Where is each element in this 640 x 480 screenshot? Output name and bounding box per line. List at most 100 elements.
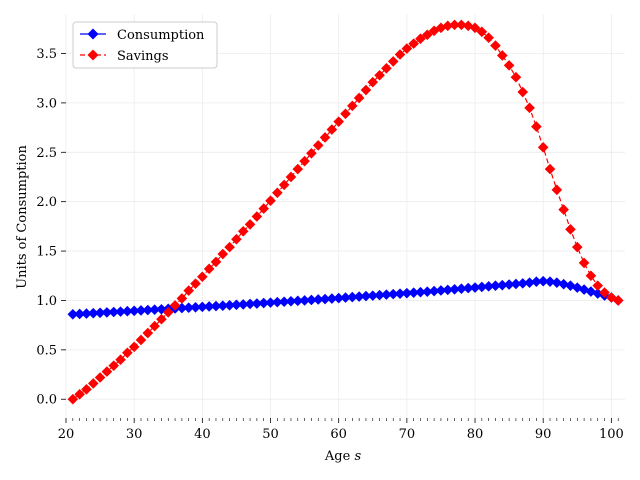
consumption-point — [115, 306, 126, 317]
savings-point — [299, 155, 310, 167]
consumption-point — [183, 302, 195, 313]
savings-point — [394, 49, 406, 60]
y-tick-label: 0.5 — [36, 343, 57, 358]
x-tick-label: 80 — [467, 427, 484, 442]
consumption-point — [585, 286, 597, 297]
consumption-point — [128, 305, 140, 317]
consumption-point — [558, 278, 569, 290]
consumption-point — [217, 300, 229, 311]
consumption-point — [176, 302, 188, 314]
savings-point — [612, 295, 624, 306]
savings-point — [551, 184, 563, 196]
savings-point — [571, 241, 583, 253]
consumption-point — [67, 308, 79, 320]
savings-point — [203, 263, 215, 275]
savings-point — [442, 20, 454, 32]
savings-point — [142, 327, 154, 339]
consumption-point — [108, 306, 120, 318]
consumption-point — [462, 282, 474, 294]
consumption-point — [292, 295, 304, 307]
savings-point — [347, 100, 358, 112]
x-tick-label: 60 — [330, 427, 347, 442]
consumption-point — [285, 295, 297, 307]
savings-point — [585, 270, 597, 282]
savings-point — [531, 121, 542, 132]
x-tick-label: 90 — [535, 427, 552, 442]
consumption-point — [190, 301, 201, 313]
savings-point — [94, 372, 106, 383]
consumption-point — [551, 277, 563, 288]
consumption-point — [333, 292, 344, 304]
consumption-point — [374, 289, 385, 301]
savings-point — [183, 285, 195, 296]
consumption-point — [265, 297, 276, 308]
consumption-point — [483, 281, 494, 292]
y-tick-label: 3.5 — [36, 47, 57, 62]
consumption-point — [476, 281, 488, 293]
savings-point — [401, 43, 413, 54]
savings-point — [578, 257, 590, 269]
consumption-point — [258, 297, 269, 309]
consumption-point — [272, 296, 283, 308]
consumption-point — [578, 284, 590, 295]
savings-point — [340, 108, 351, 120]
y-tick-label: 2.0 — [36, 195, 57, 210]
y-tick-label: 1.0 — [36, 294, 57, 309]
savings-point — [469, 22, 481, 34]
consumption-point — [237, 299, 249, 310]
savings-point — [456, 19, 467, 31]
consumption-point — [122, 305, 133, 317]
savings-point — [237, 226, 249, 237]
savings-point — [67, 393, 79, 405]
consumption-point — [422, 286, 433, 297]
savings-point — [565, 224, 576, 235]
savings-point — [306, 147, 317, 159]
x-tick-label: 50 — [262, 427, 279, 442]
plot-area — [67, 19, 624, 405]
savings-point — [162, 307, 174, 318]
savings-point — [278, 179, 290, 191]
consumption-point — [449, 283, 460, 295]
consumption-point — [319, 293, 331, 305]
consumption-point — [251, 298, 263, 309]
savings-point — [81, 384, 92, 395]
savings-point — [381, 63, 392, 74]
savings-point — [272, 187, 283, 199]
consumption-point — [524, 277, 535, 288]
axes: 20 30 40 50 60 70 80 90 100 0.0 0.5 1.0 1.5 2.0 2.5 3.0… — [36, 47, 623, 442]
consumption-point — [510, 278, 522, 290]
consumption-point — [381, 289, 392, 300]
savings-point — [326, 124, 338, 135]
legend-savings-marker — [87, 49, 99, 61]
x-tick-label: 70 — [399, 427, 416, 442]
x-tick-label: 40 — [194, 427, 211, 442]
savings-point — [360, 84, 372, 96]
savings-point — [156, 313, 167, 325]
savings-point — [244, 219, 256, 230]
consumption-point — [592, 288, 604, 299]
savings-point — [285, 171, 297, 183]
consumption-point — [428, 285, 440, 297]
consumption-point — [387, 288, 399, 300]
savings-point — [265, 195, 276, 206]
savings-point — [135, 334, 147, 346]
savings-point — [374, 69, 385, 81]
consumption-point — [224, 299, 235, 311]
x-tick-label: 30 — [126, 427, 143, 442]
savings-point — [599, 287, 610, 298]
series-savings — [67, 19, 624, 405]
legend-box — [72, 21, 218, 69]
savings-point — [190, 278, 201, 289]
consumption-point — [531, 276, 542, 287]
consumption-point — [469, 282, 481, 293]
consumption-point — [74, 308, 85, 320]
consumption-point — [415, 286, 426, 298]
y-tick-label: 2.5 — [36, 146, 57, 161]
savings-point — [483, 32, 494, 44]
consumption-point — [544, 276, 556, 287]
savings-point — [496, 50, 508, 61]
consumption-point — [490, 280, 501, 292]
consumption-point — [408, 287, 419, 298]
savings-point — [108, 360, 120, 371]
